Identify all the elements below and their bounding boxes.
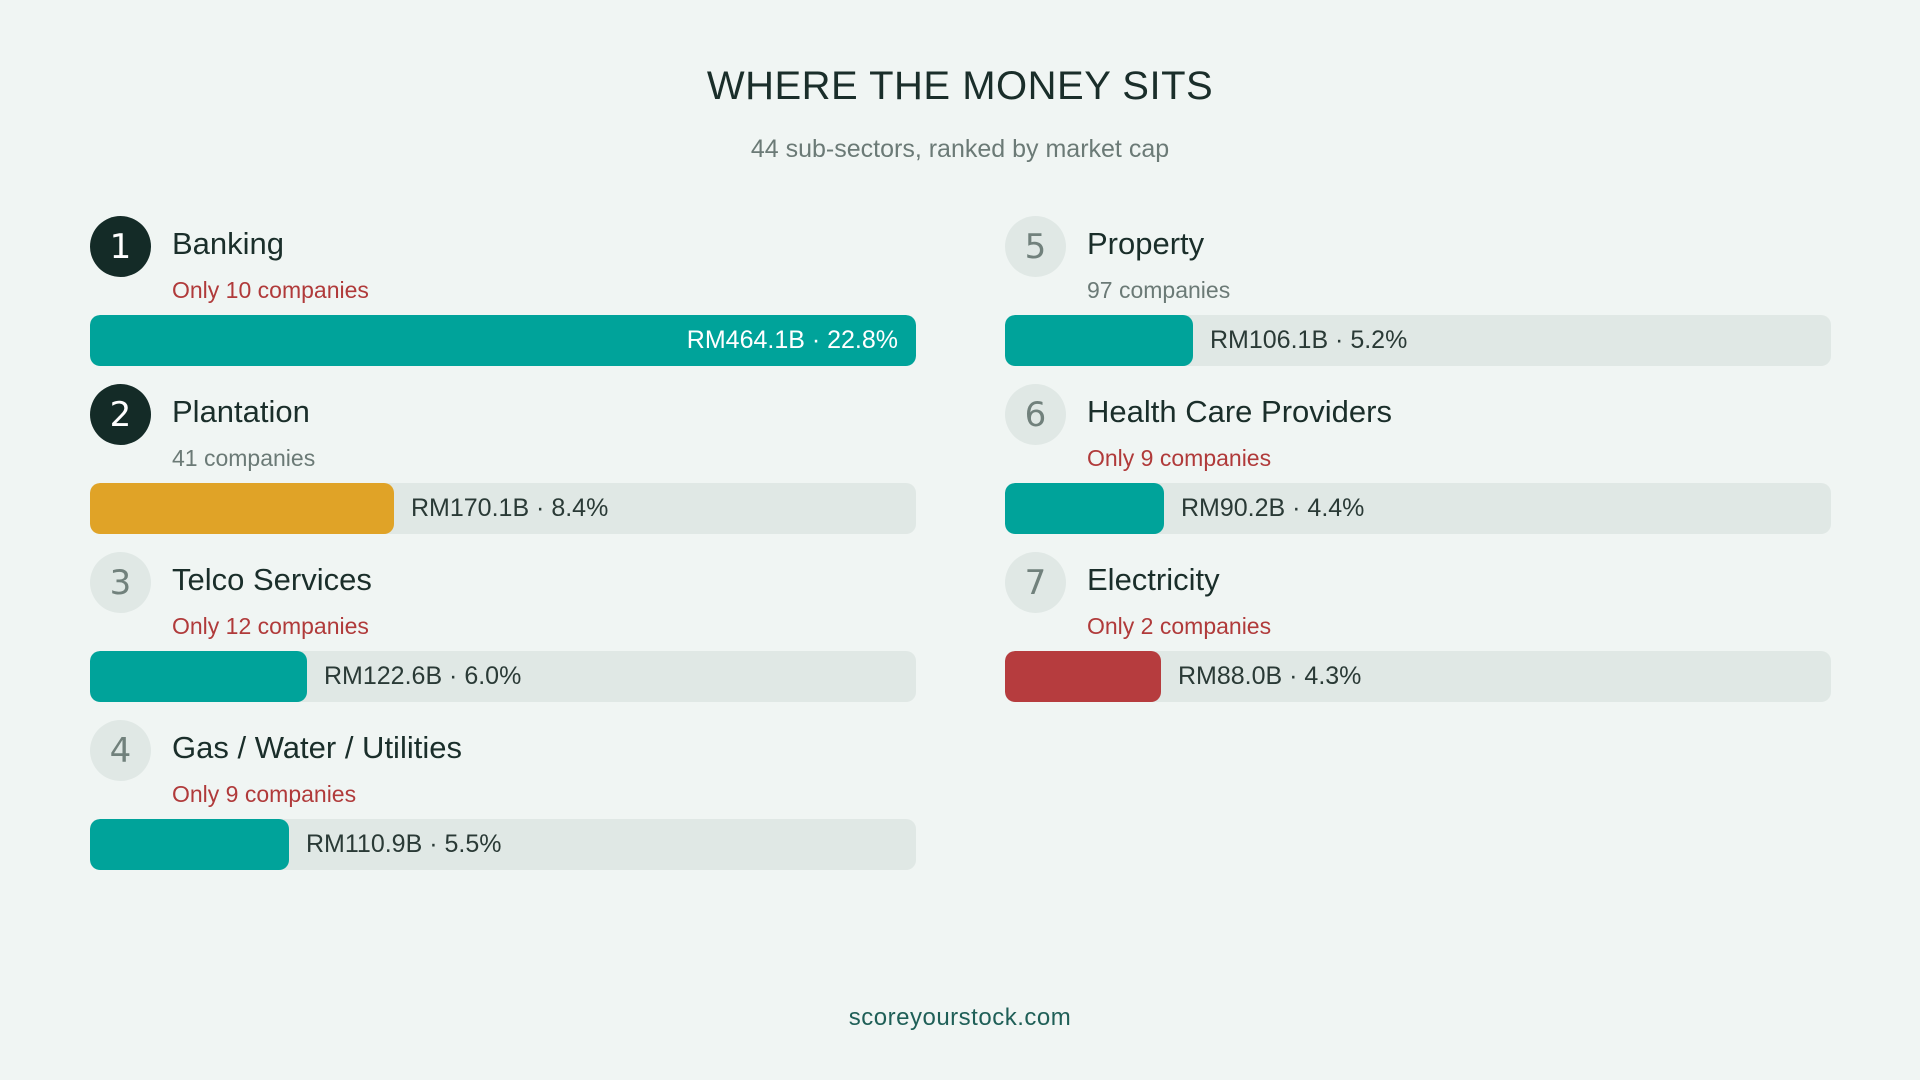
bar-value-label: RM88.0B · 4.3% <box>1178 662 1362 690</box>
bar-fill <box>1005 483 1164 534</box>
company-count: Only 10 companies <box>172 277 369 303</box>
sector-item: 1 Banking Only 10 companies RM464.1B · 22.8… <box>90 216 916 366</box>
rank-badge: 1 <box>90 216 151 277</box>
bar-fill <box>90 651 307 702</box>
sector-name: Gas / Water / Utilities <box>172 730 462 765</box>
bar-value-label: RM170.1B · 8.4% <box>411 494 609 522</box>
rank-badge: 7 <box>1005 552 1066 613</box>
sector-item: 5 Property 97 companies RM106.1B · 5.2% <box>1005 216 1831 366</box>
bar-track: RM106.1B · 5.2% <box>1005 315 1831 366</box>
company-count: Only 9 companies <box>1087 445 1272 471</box>
bar-value-label: RM122.6B · 6.0% <box>324 662 522 690</box>
bar-value-label: RM106.1B · 5.2% <box>1210 326 1408 354</box>
sector-name: Telco Services <box>172 562 372 597</box>
rank-badge: 6 <box>1005 384 1066 445</box>
sector-name: Property <box>1087 226 1205 261</box>
bar-value-label: RM90.2B · 4.4% <box>1181 494 1365 522</box>
company-count: 41 companies <box>172 445 316 471</box>
sector-name: Electricity <box>1087 562 1220 597</box>
sector-item: 7 Electricity Only 2 companies RM88.0B · 4.… <box>1005 552 1831 702</box>
bar-fill <box>90 819 289 870</box>
company-count: 97 companies <box>1087 277 1231 303</box>
bar-fill <box>1005 651 1161 702</box>
bar-track: RM464.1B · 22.8% <box>90 315 916 366</box>
rank-badge: 2 <box>90 384 151 445</box>
company-count: Only 9 companies <box>172 781 357 807</box>
company-count: Only 12 companies <box>172 613 369 639</box>
bar-track: RM122.6B · 6.0% <box>90 651 916 702</box>
sector-item: 6 Health Care Providers Only 9 companies RM… <box>1005 384 1831 534</box>
bar-fill <box>90 315 916 366</box>
sector-item: 2 Plantation 41 companies RM170.1B · 8.4% <box>90 384 916 534</box>
sector-item: 3 Telco Services Only 12 companies RM122.6B… <box>90 552 916 702</box>
bar-value-label: RM464.1B · 22.8% <box>686 326 898 354</box>
rank-badge: 4 <box>90 720 151 781</box>
sector-name: Health Care Providers <box>1087 394 1392 429</box>
bar-track: RM110.9B · 5.5% <box>90 819 916 870</box>
rank-badge: 5 <box>1005 216 1066 277</box>
sector-name: Plantation <box>172 394 310 429</box>
company-count: Only 2 companies <box>1087 613 1272 639</box>
sector-item: 4 Gas / Water / Utilities Only 9 companies… <box>90 720 916 870</box>
rank-badge: 3 <box>90 552 151 613</box>
bar-track: RM90.2B · 4.4% <box>1005 483 1831 534</box>
page-subtitle: 44 sub-sectors, ranked by market cap <box>750 135 1170 163</box>
bar-value-label: RM110.9B · 5.5% <box>306 830 502 858</box>
bar-track: RM170.1B · 8.4% <box>90 483 916 534</box>
footer-site-link[interactable]: scoreyourstock.com <box>848 1004 1072 1031</box>
bar-fill <box>90 483 394 534</box>
page-title: WHERE THE MONEY SITS <box>706 64 1214 108</box>
bar-fill <box>1005 315 1193 366</box>
bar-track: RM88.0B · 4.3% <box>1005 651 1831 702</box>
sector-name: Banking <box>172 226 285 261</box>
